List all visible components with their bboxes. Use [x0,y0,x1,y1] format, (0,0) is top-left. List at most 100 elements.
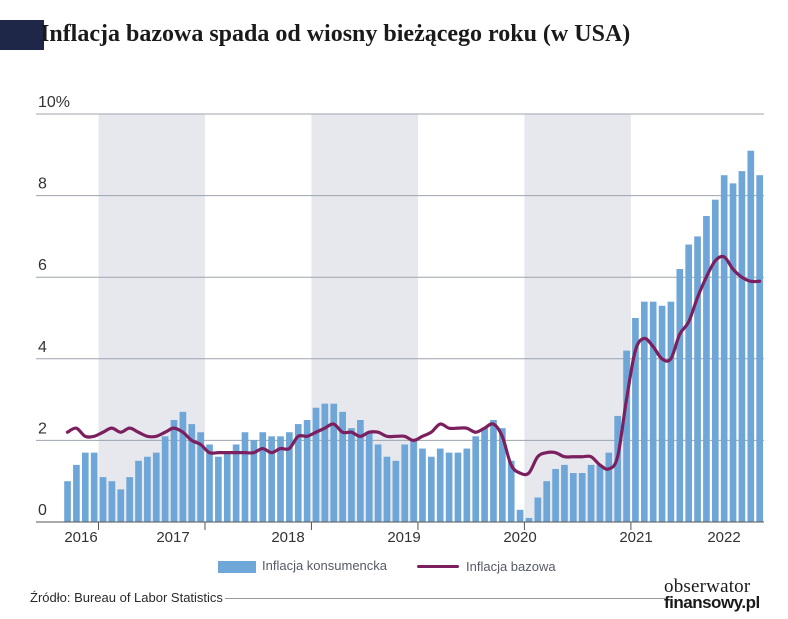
bar [667,301,675,522]
bar [215,456,222,522]
y-tick-label: 8 [38,176,47,193]
legend-bar-label: Inflacja konsumencka [262,558,388,573]
bar [152,452,160,522]
bar [64,481,71,522]
bar [605,452,613,522]
bar [720,175,728,522]
bar [348,428,355,522]
bar [516,509,524,522]
bar [108,481,116,522]
x-tick-label: 2018 [271,529,304,546]
y-tick-label: 4 [38,339,47,356]
bar [534,497,542,522]
bar [383,456,391,522]
bar [339,411,346,522]
x-tick-label: 2021 [619,529,652,546]
chart-title: Inflacja bazowa spada od wiosny bieżąceg… [40,21,631,47]
bar [694,236,701,522]
bar [481,428,488,522]
bar [223,452,231,522]
bar [729,183,737,523]
bar [703,216,710,522]
bar [241,432,249,522]
bar [436,448,444,522]
x-tick-label: 2017 [156,529,189,546]
year-band-2019 [311,114,418,522]
title-accent-bar [0,20,44,50]
bar [161,436,169,522]
bar [658,305,666,522]
bar [286,432,293,522]
bar [454,452,462,522]
bar [73,464,80,522]
year-band-2017 [98,114,205,522]
y-tick-label: 2 [38,420,47,437]
bar [144,456,151,522]
bar [357,420,364,522]
bar [410,440,417,522]
source-note: Źródło: Bureau of Labor Statistics [30,590,223,605]
legend-line-label: Inflacja bazowa [466,559,556,574]
bar [685,244,693,522]
bar [179,411,187,522]
x-tick-label: 2019 [387,529,420,546]
bar [676,269,684,522]
bar [747,150,755,522]
source-divider [225,598,665,599]
bar [374,444,382,522]
bar [303,420,311,522]
logo-line-1: obserwator [664,576,751,597]
bar [623,350,630,522]
bar [81,452,89,522]
publisher-logo: obserwator finansowy.pl [664,577,760,611]
bar [206,444,213,522]
series-line-inflacja-bazowa [65,254,762,477]
x-tick-label: 2022 [707,529,740,546]
bar [277,436,284,522]
bar [428,456,435,522]
bar [170,420,178,522]
bar [294,424,302,522]
y-tick-label: 10% [38,94,70,111]
bar [90,452,98,522]
bar [445,452,453,522]
bar [507,460,515,522]
x-tick-label: 2016 [64,529,97,546]
bar [268,436,275,522]
logo-line-2: finansowy.pl [664,593,760,612]
bar [188,424,196,522]
bar [330,403,338,522]
bar [640,301,648,522]
bar [711,199,719,522]
bar [587,464,595,522]
bar [99,477,107,522]
bar [419,448,426,522]
bar [632,318,639,522]
bar [596,464,604,522]
y-tick-label: 0 [38,502,47,519]
x-tick-label: 2020 [503,529,536,546]
bar [552,468,559,522]
bar [569,473,577,522]
bar [259,432,267,522]
bar [135,460,142,522]
bar [197,432,204,522]
bar [756,175,763,522]
bar [321,403,329,522]
bar [365,432,373,522]
bar [472,436,480,522]
bar [126,477,133,522]
bar [312,407,320,522]
bar [250,440,258,522]
bar [463,448,471,522]
bar [561,464,568,522]
bar [543,481,551,522]
legend-bar-swatch [218,561,256,573]
bar [498,428,506,522]
bar [392,460,400,522]
bar [738,171,746,522]
bar [401,444,409,522]
bar [649,301,657,522]
legend-line-swatch [417,565,459,568]
